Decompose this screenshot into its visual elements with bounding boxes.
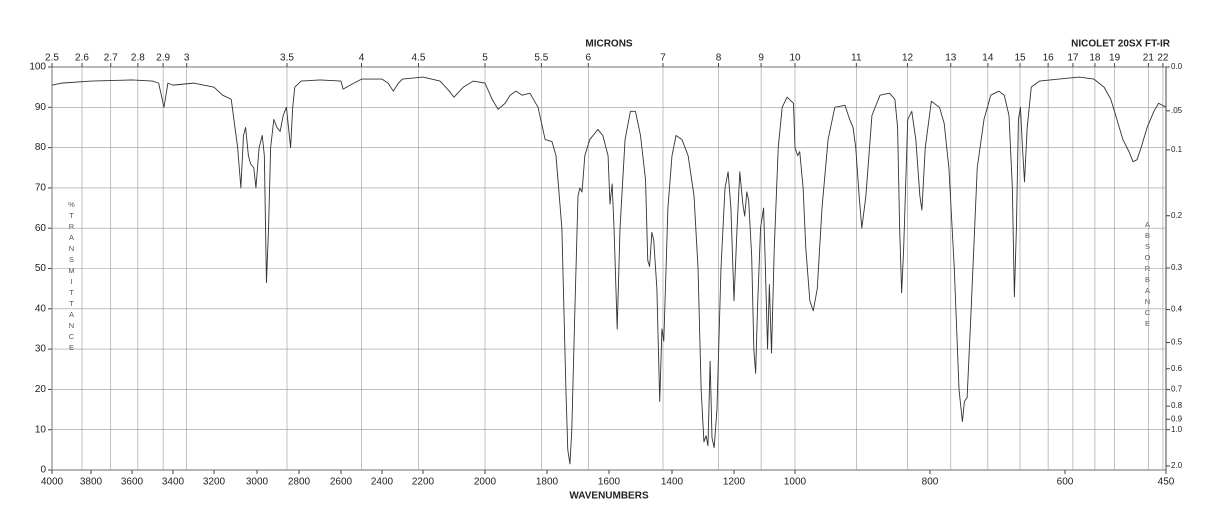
y2-tick-label: 1.0	[1171, 425, 1183, 434]
top-tick-label: 2.6	[75, 53, 89, 64]
y-tick-label: 100	[29, 62, 46, 73]
top-tick-label: 13	[945, 53, 957, 64]
top-tick-label: 14	[982, 53, 994, 64]
y2-tick-label: 0.1	[1171, 145, 1183, 154]
x-tick-label: 450	[1158, 477, 1175, 488]
top-tick-label: 19	[1109, 53, 1121, 64]
top-tick-label: 7	[660, 53, 666, 64]
x-tick-label: 2600	[330, 477, 353, 488]
y-axis-label: %TRANSMITTANCE	[67, 200, 76, 354]
y-tick-label: 80	[35, 142, 47, 153]
top-tick-label: 8	[716, 53, 722, 64]
x-tick-label: 600	[1057, 477, 1074, 488]
y-tick-label: 10	[35, 424, 47, 435]
top-tick-label: 18	[1089, 53, 1101, 64]
top-tick-label: 9	[758, 53, 764, 64]
top-tick-label: 2.5	[45, 53, 59, 64]
chart-title: NICOLET 20SX FT-IR	[1071, 39, 1171, 50]
y2-tick-label: 0.2	[1171, 211, 1183, 220]
x-tick-label: 1200	[723, 477, 746, 488]
top-tick-label: 3.5	[280, 53, 294, 64]
top-tick-label: 15	[1014, 53, 1026, 64]
top-axis-label: MICRONS	[585, 39, 633, 50]
top-tick-label: 6	[586, 53, 592, 64]
x-tick-label: 3000	[246, 477, 269, 488]
top-tick-label: 11	[851, 53, 862, 64]
x-tick-label: 1600	[598, 477, 621, 488]
x-tick-label: 1400	[661, 477, 684, 488]
x-tick-label: 800	[922, 477, 939, 488]
y-tick-label: 20	[35, 384, 47, 395]
y2-tick-label: 0.5	[1171, 338, 1183, 347]
top-tick-label: 12	[902, 53, 914, 64]
x-tick-label: 3200	[203, 477, 226, 488]
x-tick-label: 4000	[41, 477, 64, 488]
top-tick-label: 5	[482, 53, 488, 64]
y-tick-label: 30	[35, 344, 47, 355]
top-tick-label: 4.5	[411, 53, 425, 64]
top-tick-label: 2.8	[131, 53, 145, 64]
x-tick-label: 2000	[474, 477, 497, 488]
top-tick-label: 2.7	[104, 53, 118, 64]
y-tick-label: 90	[35, 102, 47, 113]
x-tick-label: 3600	[121, 477, 144, 488]
y2-tick-label: 0.8	[1171, 401, 1183, 410]
y2-tick-label: 0.6	[1171, 364, 1183, 373]
x-tick-label: 2200	[412, 477, 435, 488]
y2-tick-label: 0.7	[1171, 385, 1183, 394]
x-axis-label: WAVENUMBERS	[569, 491, 649, 502]
y2-tick-label: 0.3	[1171, 263, 1183, 272]
y-tick-label: 70	[35, 183, 47, 194]
x-tick-label: 3400	[162, 477, 185, 488]
top-tick-label: 16	[1043, 53, 1055, 64]
top-tick-label: 3	[184, 53, 190, 64]
x-tick-label: 2800	[288, 477, 311, 488]
y2-tick-label: 0.0	[1171, 62, 1183, 71]
y2-tick-label: 0.4	[1171, 305, 1183, 314]
y-tick-label: 40	[35, 303, 47, 314]
x-tick-label: 1800	[536, 477, 559, 488]
top-tick-label: 2.9	[156, 53, 170, 64]
y2-tick-label: 0.9	[1171, 414, 1183, 423]
y-tick-label: 60	[35, 223, 47, 234]
top-tick-label: 4	[359, 53, 365, 64]
y2-tick-label: .05	[1171, 106, 1183, 115]
top-tick-label: 22	[1157, 53, 1169, 64]
top-tick-label: 21	[1143, 53, 1155, 64]
y-tick-label: 0	[40, 465, 46, 476]
x-tick-label: 3800	[80, 477, 103, 488]
x-tick-label: 2400	[371, 477, 394, 488]
top-tick-label: 5.5	[534, 53, 548, 64]
spectrum-line	[51, 76, 1167, 465]
y2-tick-label: 2.0	[1171, 461, 1183, 470]
y2-axis-label: ABSORBANCE	[1143, 220, 1152, 330]
x-tick-label: 1000	[784, 477, 807, 488]
y-tick-label: 50	[35, 263, 47, 274]
top-tick-label: 17	[1067, 53, 1079, 64]
top-tick-label: 10	[789, 53, 801, 64]
